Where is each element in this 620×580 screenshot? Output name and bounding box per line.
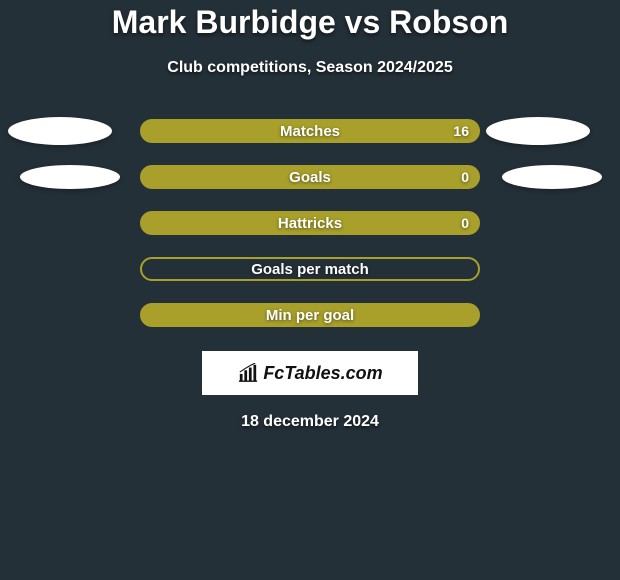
right-value-ellipse — [502, 165, 602, 189]
stat-value-right: 16 — [453, 123, 469, 139]
stat-row: Min per goal — [0, 303, 620, 327]
stat-label: Goals per match — [251, 261, 369, 278]
left-value-ellipse — [8, 117, 112, 145]
stat-rows: Matches 16 Goals 0 Hattricks 0 Goals per… — [0, 119, 620, 327]
source-logo: FcTables.com — [202, 351, 418, 395]
stat-row: Goals 0 — [0, 165, 620, 189]
footer-date: 18 december 2024 — [0, 413, 620, 431]
stat-bar-matches: Matches 16 — [140, 119, 480, 143]
stat-bar-goals: Goals 0 — [140, 165, 480, 189]
page-title: Mark Burbidge vs Robson — [0, 0, 620, 41]
left-value-ellipse — [20, 165, 120, 189]
stat-value-right: 0 — [461, 215, 469, 231]
stat-row: Goals per match — [0, 257, 620, 281]
stat-row: Hattricks 0 — [0, 211, 620, 235]
page-subtitle: Club competitions, Season 2024/2025 — [0, 59, 620, 77]
bar-chart-icon — [237, 363, 259, 383]
logo-text: FcTables.com — [263, 363, 382, 384]
stat-row: Matches 16 — [0, 119, 620, 143]
stat-bar-goals-per-match: Goals per match — [140, 257, 480, 281]
stat-label: Min per goal — [266, 307, 354, 324]
stat-label: Goals — [289, 169, 331, 186]
stat-bar-min-per-goal: Min per goal — [140, 303, 480, 327]
right-value-ellipse — [486, 117, 590, 145]
stat-label: Matches — [280, 123, 340, 140]
comparison-infographic: Mark Burbidge vs Robson Club competition… — [0, 0, 620, 580]
stat-label: Hattricks — [278, 215, 342, 232]
stat-bar-hattricks: Hattricks 0 — [140, 211, 480, 235]
stat-value-right: 0 — [461, 169, 469, 185]
